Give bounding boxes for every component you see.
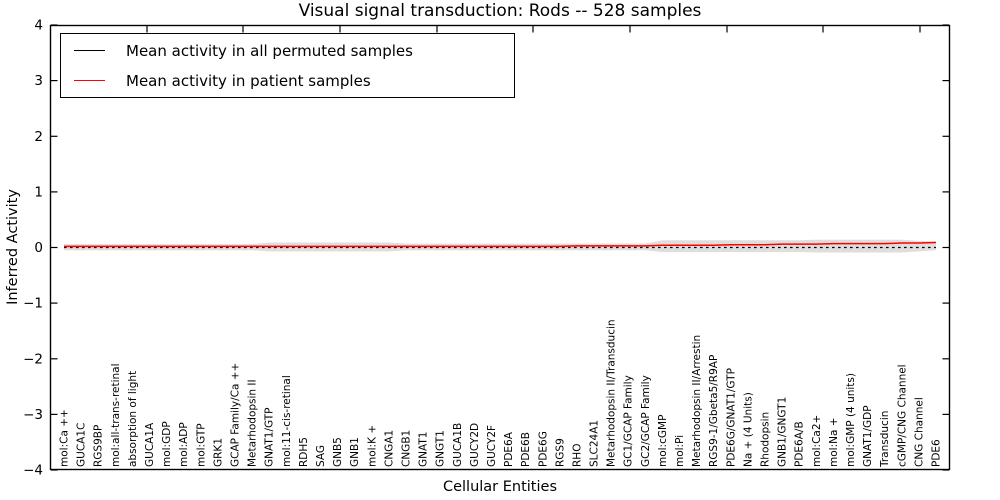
x-category-label: mol:Pi [674, 435, 686, 467]
x-category-label: mol:Ca ++ [59, 409, 71, 467]
chart-title: Visual signal transduction: Rods -- 528 … [298, 1, 702, 21]
x-category-label: GC1/GCAP Family [623, 375, 635, 467]
legend-item-patient: Mean activity in patient samples [61, 66, 514, 96]
x-category-label: RGS9 [554, 438, 566, 467]
series-line-patient [64, 241, 937, 248]
x-category-label: mol:GDP [161, 421, 173, 467]
x-category-label: mol:GMP (4 units) [845, 373, 857, 467]
x-category-label: GC2/GCAP Family [640, 375, 652, 467]
x-category-label: CNGA1 [383, 430, 395, 467]
y-tick-label: 4 [34, 18, 43, 34]
x-category-label: SAG [315, 445, 327, 467]
y-axis-label: Inferred Activity [5, 189, 21, 305]
x-category-label: absorption of light [127, 371, 139, 467]
x-category-label: GNB1 [349, 437, 361, 467]
x-category-label: mol:all-trans-retinal [110, 363, 122, 467]
x-category-label: Metarhodopsin II [247, 379, 259, 467]
y-tick-label: 1 [34, 184, 43, 200]
x-category-label: GNAT1 [418, 432, 430, 467]
x-category-label: cGMP/CNG Channel [896, 364, 908, 467]
x-category-label: mol:cGMP [657, 415, 669, 467]
x-category-label: GUCY2D [469, 423, 481, 467]
y-tick-label: 0 [34, 240, 43, 256]
x-category-label: PDE6G/GNAT1/GTP [725, 368, 737, 467]
x-category-label: GNAT1/GDP [862, 405, 874, 467]
x-category-label: mol:GTP [195, 423, 207, 467]
x-category-label: PDE6G [537, 431, 549, 467]
x-category-label: PDE6B [520, 432, 532, 467]
x-category-label: Rhodopsin [760, 412, 772, 467]
x-category-label: GRK1 [212, 438, 224, 467]
x-category-label: Transducin [879, 411, 891, 468]
x-category-label: GUCA1B [452, 423, 464, 467]
y-tick-label: 3 [34, 73, 43, 89]
legend-label-permuted: Mean activity in all permuted samples [126, 41, 413, 60]
x-category-label: mol:Ca2+ [811, 415, 823, 467]
x-category-label: mol:Na + [828, 417, 840, 467]
x-category-label: PDE6 [931, 439, 943, 467]
x-category-label: GNB1/GNGT1 [777, 397, 789, 467]
y-tick-label: −2 [23, 351, 43, 367]
x-category-label: PDE6A [503, 431, 515, 467]
x-category-label: Na + (4 Units) [742, 392, 754, 467]
x-category-label: GNGT1 [435, 430, 447, 467]
x-category-label: GNAT1/GTP [264, 408, 276, 468]
x-axis-label: Cellular Entities [442, 479, 558, 495]
x-category-label: SLC24A1 [589, 420, 601, 467]
x-category-label: GUCA1A [144, 422, 156, 467]
x-category-label: Metarhodopsin II/Transducin [606, 319, 618, 467]
x-category-label: RDH5 [298, 437, 310, 467]
x-category-label: mol:ADP [178, 422, 190, 467]
x-category-label: PDE6A/B [794, 421, 806, 467]
y-tick-label: −4 [23, 463, 43, 479]
legend-line-swatch-red [74, 80, 105, 81]
x-category-label: RGS9-1/Gbeta5/R9AP [708, 355, 720, 467]
x-category-label: RHO [571, 444, 583, 467]
x-category-label: CNG Channel [913, 397, 925, 467]
x-category-label: Metarhodopsin II/Arrestin [691, 335, 703, 467]
x-category-label: CNGB1 [400, 430, 412, 467]
x-category-label: GUCY2F [486, 425, 498, 467]
x-category-label: GUCA1C [76, 423, 88, 467]
legend-item-permuted: Mean activity in all permuted samples [61, 36, 514, 66]
x-category-label: mol:11-cis-retinal [281, 375, 293, 467]
x-category-label: GNB5 [332, 437, 344, 467]
x-category-label: RGS9BP [93, 425, 105, 467]
y-tick-label: 2 [34, 129, 43, 145]
legend-label-patient: Mean activity in patient samples [126, 71, 371, 90]
legend: Mean activity in all permuted samples Me… [60, 33, 515, 98]
y-tick-label: −1 [23, 296, 43, 312]
x-category-label: GCAP Family/Ca ++ [229, 363, 241, 467]
legend-line-swatch-black [74, 50, 105, 51]
x-category-label: mol:K + [366, 425, 378, 467]
plot-frame [49, 24, 951, 471]
y-tick-label: −3 [23, 407, 43, 423]
